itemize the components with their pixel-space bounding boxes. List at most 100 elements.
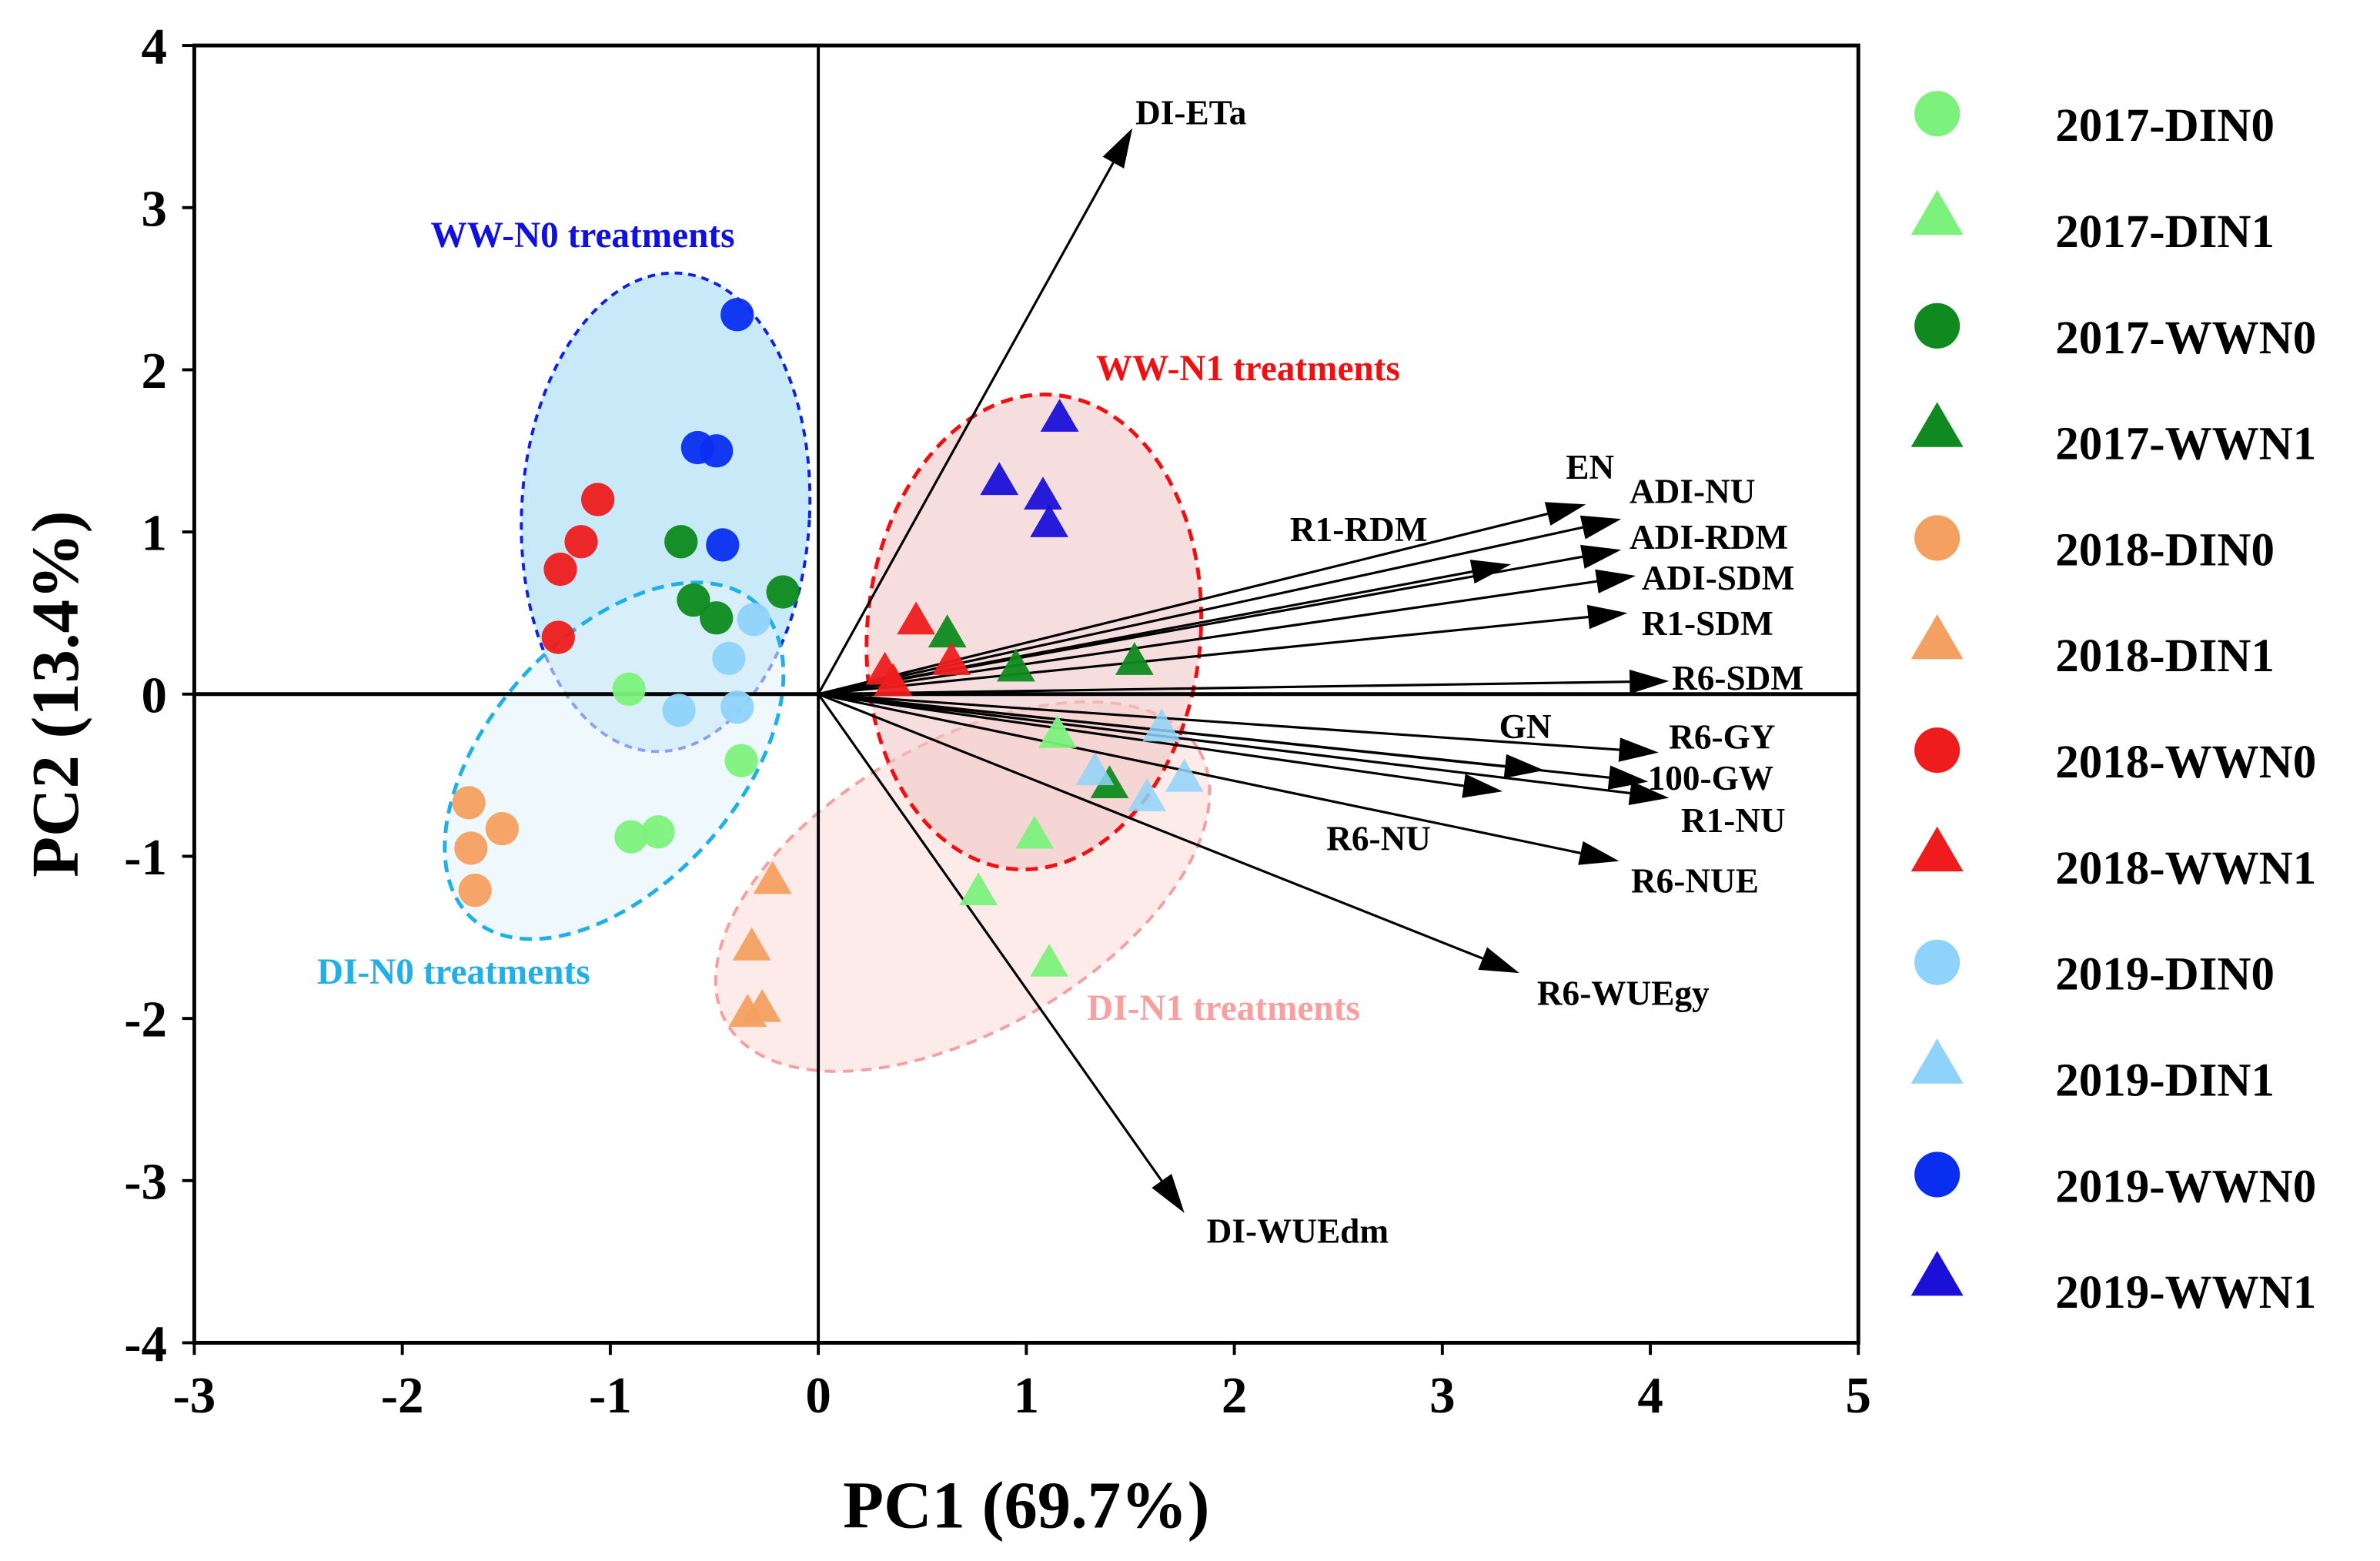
- loading-label: EN: [1566, 448, 1614, 486]
- arrow-head: [1503, 754, 1545, 779]
- point-2018-wwn1: [932, 642, 971, 675]
- point-2017-wwn1: [928, 614, 967, 648]
- y-axis-label: PC2 (13.4%): [18, 511, 92, 877]
- point-2019-din1: [1142, 708, 1181, 742]
- loading-label: R6-NU: [1326, 820, 1431, 858]
- loading-arrow-di-eta: [817, 162, 1115, 695]
- point-2018-wwn1: [874, 663, 913, 697]
- point-2019-din0: [712, 641, 746, 676]
- y-tick-label: -3: [124, 1153, 167, 1210]
- legend-marker: [1910, 826, 1964, 872]
- point-2018-din0: [485, 811, 520, 846]
- group-annotation: DI-N0 treatments: [317, 952, 590, 992]
- loading-arrow-r6-gy: [818, 693, 1620, 751]
- point-2018-wwn0: [581, 483, 615, 516]
- loading-label: DI-ETa: [1135, 93, 1246, 132]
- x-tick-label: 3: [1429, 1367, 1455, 1424]
- arrow-head: [1478, 947, 1519, 974]
- group-annotation: WW-N0 treatments: [431, 216, 735, 256]
- legend-marker: [1914, 939, 1960, 985]
- x-tick-label: 4: [1637, 1367, 1663, 1424]
- point-2019-wwn1: [1030, 504, 1068, 537]
- point-2019-wwn1: [1024, 476, 1062, 510]
- point-2017-din1: [1038, 714, 1077, 748]
- loading-arrow-adi-sdm: [817, 580, 1597, 696]
- loading-label: R6-GY: [1669, 718, 1775, 757]
- arrow-head: [1152, 1174, 1185, 1213]
- point-2018-wwn0: [564, 525, 598, 559]
- loading-label: ADI-RDM: [1630, 518, 1788, 557]
- point-2019-wwn0: [700, 434, 734, 468]
- legend-item-2019-din0: 2019-DIN0: [1914, 939, 2275, 1001]
- loading-label: R1-NU: [1681, 801, 1786, 840]
- loading-arrow-r6-wuegy: [817, 693, 1483, 960]
- x-tick-label: -1: [589, 1367, 632, 1424]
- point-2019-wwn0: [720, 298, 754, 332]
- arrow-head: [1618, 737, 1659, 762]
- legend-marker: [1914, 515, 1960, 561]
- loading-arrow-r1-nu: [817, 693, 1630, 794]
- legend-marker: [1914, 303, 1960, 349]
- legend-item-2019-din1: 2019-DIN1: [1910, 1038, 2275, 1107]
- y-tick-label: 4: [142, 18, 167, 75]
- loading-arrow-r6-nu: [817, 693, 1464, 787]
- y-tick-label: -2: [124, 991, 167, 1048]
- point-2019-din1: [1075, 752, 1115, 786]
- point-2017-din1: [1015, 815, 1055, 849]
- point-2018-din0: [452, 786, 486, 820]
- legend-item-2018-din0: 2018-DIN0: [1914, 515, 2275, 576]
- arrow-head: [1628, 780, 1670, 806]
- point-2017-din0: [724, 744, 758, 777]
- point-2017-wwn1: [1115, 642, 1154, 675]
- loading-label: R6-WUEgy: [1537, 974, 1710, 1012]
- point-2018-din0: [458, 874, 492, 908]
- group-annotation: DI-N1 treatments: [1087, 988, 1360, 1028]
- x-tick-label: -3: [173, 1367, 216, 1424]
- loading-label: ADI-NU: [1630, 473, 1755, 511]
- x-tick-label: 1: [1014, 1367, 1039, 1424]
- legend-marker: [1914, 727, 1960, 774]
- arrow-head: [1544, 502, 1586, 526]
- point-2017-wwn0: [664, 525, 698, 559]
- point-2017-din0: [612, 672, 646, 707]
- group-annotation: WW-N1 treatments: [1096, 349, 1400, 389]
- legend-item-2018-wwn0: 2018-WWN0: [1914, 727, 2316, 788]
- legend-label: 2019-DIN0: [2055, 949, 2275, 1001]
- legend-label: 2017-DIN0: [2055, 100, 2275, 152]
- point-2017-din1: [1030, 943, 1068, 977]
- point-2017-wwn0: [700, 601, 734, 635]
- point-2017-din1: [959, 872, 998, 906]
- point-2018-din1: [753, 861, 792, 894]
- legend-marker: [1910, 1251, 1964, 1296]
- point-2018-din1: [743, 988, 782, 1022]
- legend-label: 2019-WWN0: [2055, 1161, 2316, 1212]
- arrow-head: [1102, 128, 1133, 169]
- loading-label: R1-SDM: [1642, 604, 1773, 643]
- point-2017-din0: [641, 815, 675, 849]
- legend-label: 2017-WWN1: [2055, 419, 2316, 470]
- legend-label: 2018-DIN0: [2055, 524, 2275, 576]
- y-tick-label: 0: [142, 667, 167, 724]
- point-2018-wwn1: [897, 601, 936, 635]
- legend-label: 2017-WWN0: [2055, 313, 2316, 364]
- loading-label: 100-GW: [1648, 759, 1773, 797]
- point-2019-din1: [1128, 778, 1166, 811]
- loading-arrow-r1-sdm: [817, 615, 1589, 696]
- arrow-head: [1462, 774, 1503, 798]
- loading-arrow-100-gw: [817, 693, 1610, 779]
- arrow-head: [1629, 669, 1670, 694]
- arrow-head: [1580, 544, 1622, 569]
- legend-marker: [1914, 1152, 1960, 1198]
- point-2018-wwn0: [541, 620, 575, 654]
- legend-label: 2018-WWN1: [2055, 843, 2316, 894]
- legend-marker: [1914, 91, 1960, 137]
- point-2017-wwn0: [766, 575, 800, 609]
- x-tick-label: 5: [1846, 1367, 1871, 1424]
- legend-item-2019-wwn0: 2019-WWN0: [1914, 1152, 2316, 1212]
- legend-item-2018-wwn1: 2018-WWN1: [1910, 826, 2316, 894]
- arrow-head: [1579, 515, 1622, 540]
- x-tick-label: 2: [1222, 1367, 1247, 1424]
- arrow-head: [1578, 841, 1620, 865]
- loading-arrow-di-wuedm: [817, 693, 1163, 1182]
- y-tick-label: 2: [142, 343, 167, 399]
